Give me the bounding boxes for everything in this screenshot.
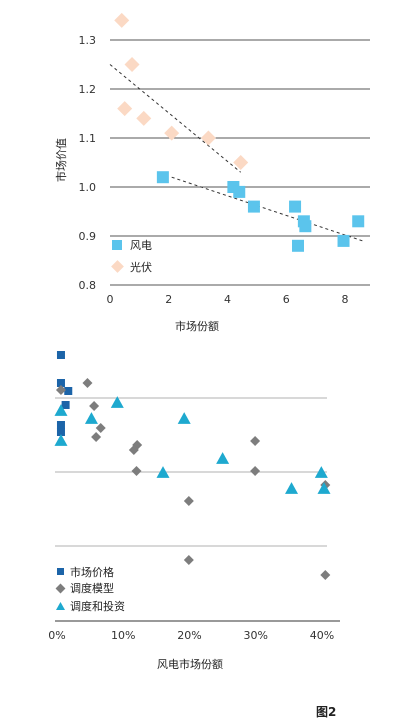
data-point-dispatch-investment [54,404,68,416]
chart-1-x-tick-label: 8 [342,293,349,306]
data-point-dispatch-investment [84,412,98,424]
legend-marker-solar [111,260,124,273]
trendline-solar [109,64,242,173]
data-point-solar [200,130,216,146]
chart-1-x-tick-label: 0 [107,293,114,306]
chart-2-points [54,351,331,581]
data-point-dispatch-model [131,465,142,477]
chart-1-points [114,12,365,252]
chart-2: 0% 10% 20% 30% 40% 风电市场份额 市场价格 调度模型 调度和投资 [48,351,340,671]
data-point-solar [114,12,130,28]
chart-1-y-tick-label: 1.2 [79,83,97,96]
chart-2-legend: 市场价格 调度模型 调度和投资 [55,565,125,613]
data-point-solar [124,56,140,73]
data-point-dispatch-model [183,554,194,566]
data-point-wind [292,239,304,252]
chart-2-xlabel: 风电市场份额 [157,657,223,671]
data-point-dispatch-model [82,377,93,389]
chart-1-y-tick-label: 1.3 [79,34,97,47]
data-point-solar [136,110,152,126]
chart-1-x-ticks: 0 2 4 6 8 [107,293,349,306]
data-point-market-price [64,387,73,395]
data-point-dispatch-investment [314,466,328,478]
chart-1-y-tick-label: 0.8 [79,279,97,292]
legend-marker-dispatch-investment [56,602,65,610]
chart-1-y-ticks: 0.8 0.9 1.0 1.1 1.2 1.3 [79,34,97,292]
data-point-dispatch-investment [54,434,68,446]
chart-2-x-tick-label: 30% [244,629,268,642]
data-point-wind [352,215,365,228]
data-point-market-price [56,421,65,429]
data-point-market-price [56,379,65,387]
data-point-dispatch-model [89,400,100,412]
legend-label-dispatch-investment: 调度和投资 [70,599,125,613]
chart-2-gridlines [55,397,340,622]
data-point-dispatch-investment [110,396,124,408]
data-point-wind [247,200,260,213]
data-point-solar [164,125,180,141]
chart-2-x-tick-label: 40% [310,629,334,642]
data-point-wind [233,185,246,198]
data-point-wind [156,171,169,184]
chart-1-ylabel: 市场价值 [54,138,68,182]
data-point-dispatch-investment [216,452,230,464]
data-point-market-price [56,351,65,359]
legend-marker-dispatch-model [55,583,66,594]
data-point-wind [337,234,350,247]
data-point-dispatch-investment [156,466,170,478]
legend-marker-wind [112,240,122,250]
data-point-dispatch-model [320,569,331,581]
legend-label-wind: 风电 [130,239,152,252]
chart-2-x-tick-label: 0% [48,629,65,642]
chart-1-y-tick-label: 1.0 [79,181,97,194]
legend-label-solar: 光伏 [130,260,152,274]
data-point-market-price [56,428,65,436]
data-point-solar [117,101,133,117]
data-point-dispatch-investment [285,482,299,494]
data-point-dispatch-investment [177,412,191,424]
chart-1-x-tick-label: 4 [224,293,231,306]
data-point-wind [289,200,302,213]
chart-1-legend: 风电 光伏 [111,239,152,274]
legend-label-market-price: 市场价格 [70,565,114,579]
chart-2-x-tick-label: 10% [111,629,135,642]
data-point-wind [299,220,312,233]
data-point-solar [233,154,249,171]
chart-1-x-tick-label: 6 [283,293,290,306]
data-point-market-price [61,401,70,409]
legend-label-dispatch-model: 调度模型 [70,581,114,595]
data-point-dispatch-model [250,465,261,477]
data-point-dispatch-model [250,435,261,447]
chart-1-trendlines [109,64,363,242]
legend-marker-market-price [57,568,64,575]
chart-1-x-tick-label: 2 [165,293,172,306]
chart-1: 0.8 0.9 1.0 1.1 1.2 1.3 0 2 4 6 8 市场价值 市场份额 风电 光伏 [54,12,370,333]
data-point-dispatch-model [183,495,194,507]
data-point-dispatch-model [91,431,102,443]
data-point-dispatch-model [95,422,106,434]
data-point-dispatch-model [55,384,66,396]
figure-label: 图2 [316,705,336,719]
chart-1-y-tick-label: 0.9 [79,230,97,243]
chart-2-x-tick-label: 20% [177,629,201,642]
data-point-dispatch-investment [317,482,331,494]
chart-1-y-tick-label: 1.1 [79,132,97,145]
chart-1-xlabel: 市场份额 [175,319,219,333]
chart-2-x-ticks: 0% 10% 20% 30% 40% [48,629,334,642]
